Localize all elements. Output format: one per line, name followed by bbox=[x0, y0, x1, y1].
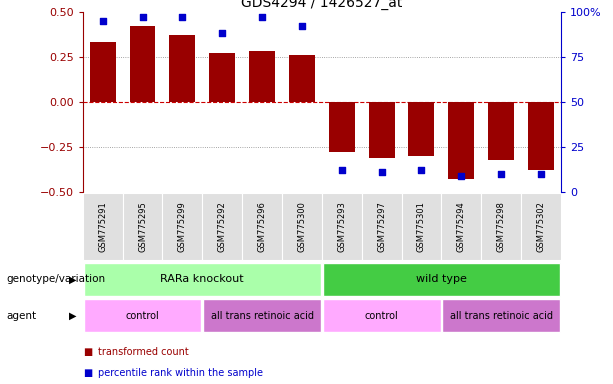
Text: percentile rank within the sample: percentile rank within the sample bbox=[98, 367, 263, 378]
Bar bbox=[249, 51, 275, 102]
Bar bbox=[488, 102, 514, 159]
FancyBboxPatch shape bbox=[202, 194, 242, 260]
FancyBboxPatch shape bbox=[242, 194, 282, 260]
FancyBboxPatch shape bbox=[83, 263, 321, 296]
FancyBboxPatch shape bbox=[83, 194, 123, 260]
Bar bbox=[169, 35, 196, 102]
Title: GDS4294 / 1426527_at: GDS4294 / 1426527_at bbox=[241, 0, 403, 10]
Text: transformed count: transformed count bbox=[98, 346, 189, 357]
FancyBboxPatch shape bbox=[402, 194, 441, 260]
FancyBboxPatch shape bbox=[123, 194, 162, 260]
FancyBboxPatch shape bbox=[162, 194, 202, 260]
Text: GSM775297: GSM775297 bbox=[377, 201, 386, 252]
FancyBboxPatch shape bbox=[521, 194, 561, 260]
Point bbox=[536, 171, 546, 177]
Point bbox=[456, 173, 466, 179]
Text: ▶: ▶ bbox=[69, 274, 77, 285]
Point bbox=[98, 17, 108, 24]
FancyBboxPatch shape bbox=[481, 194, 521, 260]
Text: ■: ■ bbox=[83, 346, 92, 357]
Text: GSM775293: GSM775293 bbox=[337, 201, 346, 252]
Text: GSM775300: GSM775300 bbox=[297, 201, 306, 252]
Text: control: control bbox=[365, 311, 398, 321]
Text: agent: agent bbox=[6, 311, 36, 321]
Text: GSM775294: GSM775294 bbox=[457, 201, 466, 252]
Point bbox=[297, 23, 307, 29]
FancyBboxPatch shape bbox=[282, 194, 322, 260]
FancyBboxPatch shape bbox=[203, 300, 321, 332]
Bar bbox=[209, 53, 235, 102]
Text: all trans retinoic acid: all trans retinoic acid bbox=[210, 311, 314, 321]
FancyBboxPatch shape bbox=[83, 300, 202, 332]
FancyBboxPatch shape bbox=[362, 194, 402, 260]
Text: all trans retinoic acid: all trans retinoic acid bbox=[449, 311, 553, 321]
Text: genotype/variation: genotype/variation bbox=[6, 274, 105, 285]
Bar bbox=[448, 102, 474, 179]
Point bbox=[257, 14, 267, 20]
FancyBboxPatch shape bbox=[322, 263, 560, 296]
Bar bbox=[329, 102, 355, 152]
Bar bbox=[528, 102, 554, 170]
Bar bbox=[89, 42, 116, 102]
Text: ■: ■ bbox=[83, 367, 92, 378]
Text: GSM775296: GSM775296 bbox=[257, 201, 267, 252]
Point bbox=[178, 14, 188, 20]
Text: GSM775295: GSM775295 bbox=[138, 201, 147, 252]
FancyBboxPatch shape bbox=[322, 300, 441, 332]
Point bbox=[497, 171, 506, 177]
Point bbox=[137, 14, 148, 20]
Text: RARa knockout: RARa knockout bbox=[161, 274, 244, 285]
Point bbox=[218, 30, 227, 36]
Text: control: control bbox=[126, 311, 159, 321]
FancyBboxPatch shape bbox=[442, 300, 560, 332]
Point bbox=[337, 167, 347, 174]
Text: GSM775302: GSM775302 bbox=[536, 201, 546, 252]
Text: GSM775298: GSM775298 bbox=[497, 201, 506, 252]
Point bbox=[376, 169, 386, 175]
Text: GSM775292: GSM775292 bbox=[218, 201, 227, 252]
Text: GSM775299: GSM775299 bbox=[178, 201, 187, 252]
Bar bbox=[408, 102, 435, 156]
Text: wild type: wild type bbox=[416, 274, 466, 285]
Text: GSM775291: GSM775291 bbox=[98, 201, 107, 252]
FancyBboxPatch shape bbox=[441, 194, 481, 260]
Bar bbox=[368, 102, 395, 158]
FancyBboxPatch shape bbox=[322, 194, 362, 260]
Bar bbox=[129, 26, 156, 102]
Text: GSM775301: GSM775301 bbox=[417, 201, 426, 252]
Bar bbox=[289, 55, 315, 102]
Point bbox=[417, 167, 427, 174]
Text: ▶: ▶ bbox=[69, 311, 77, 321]
